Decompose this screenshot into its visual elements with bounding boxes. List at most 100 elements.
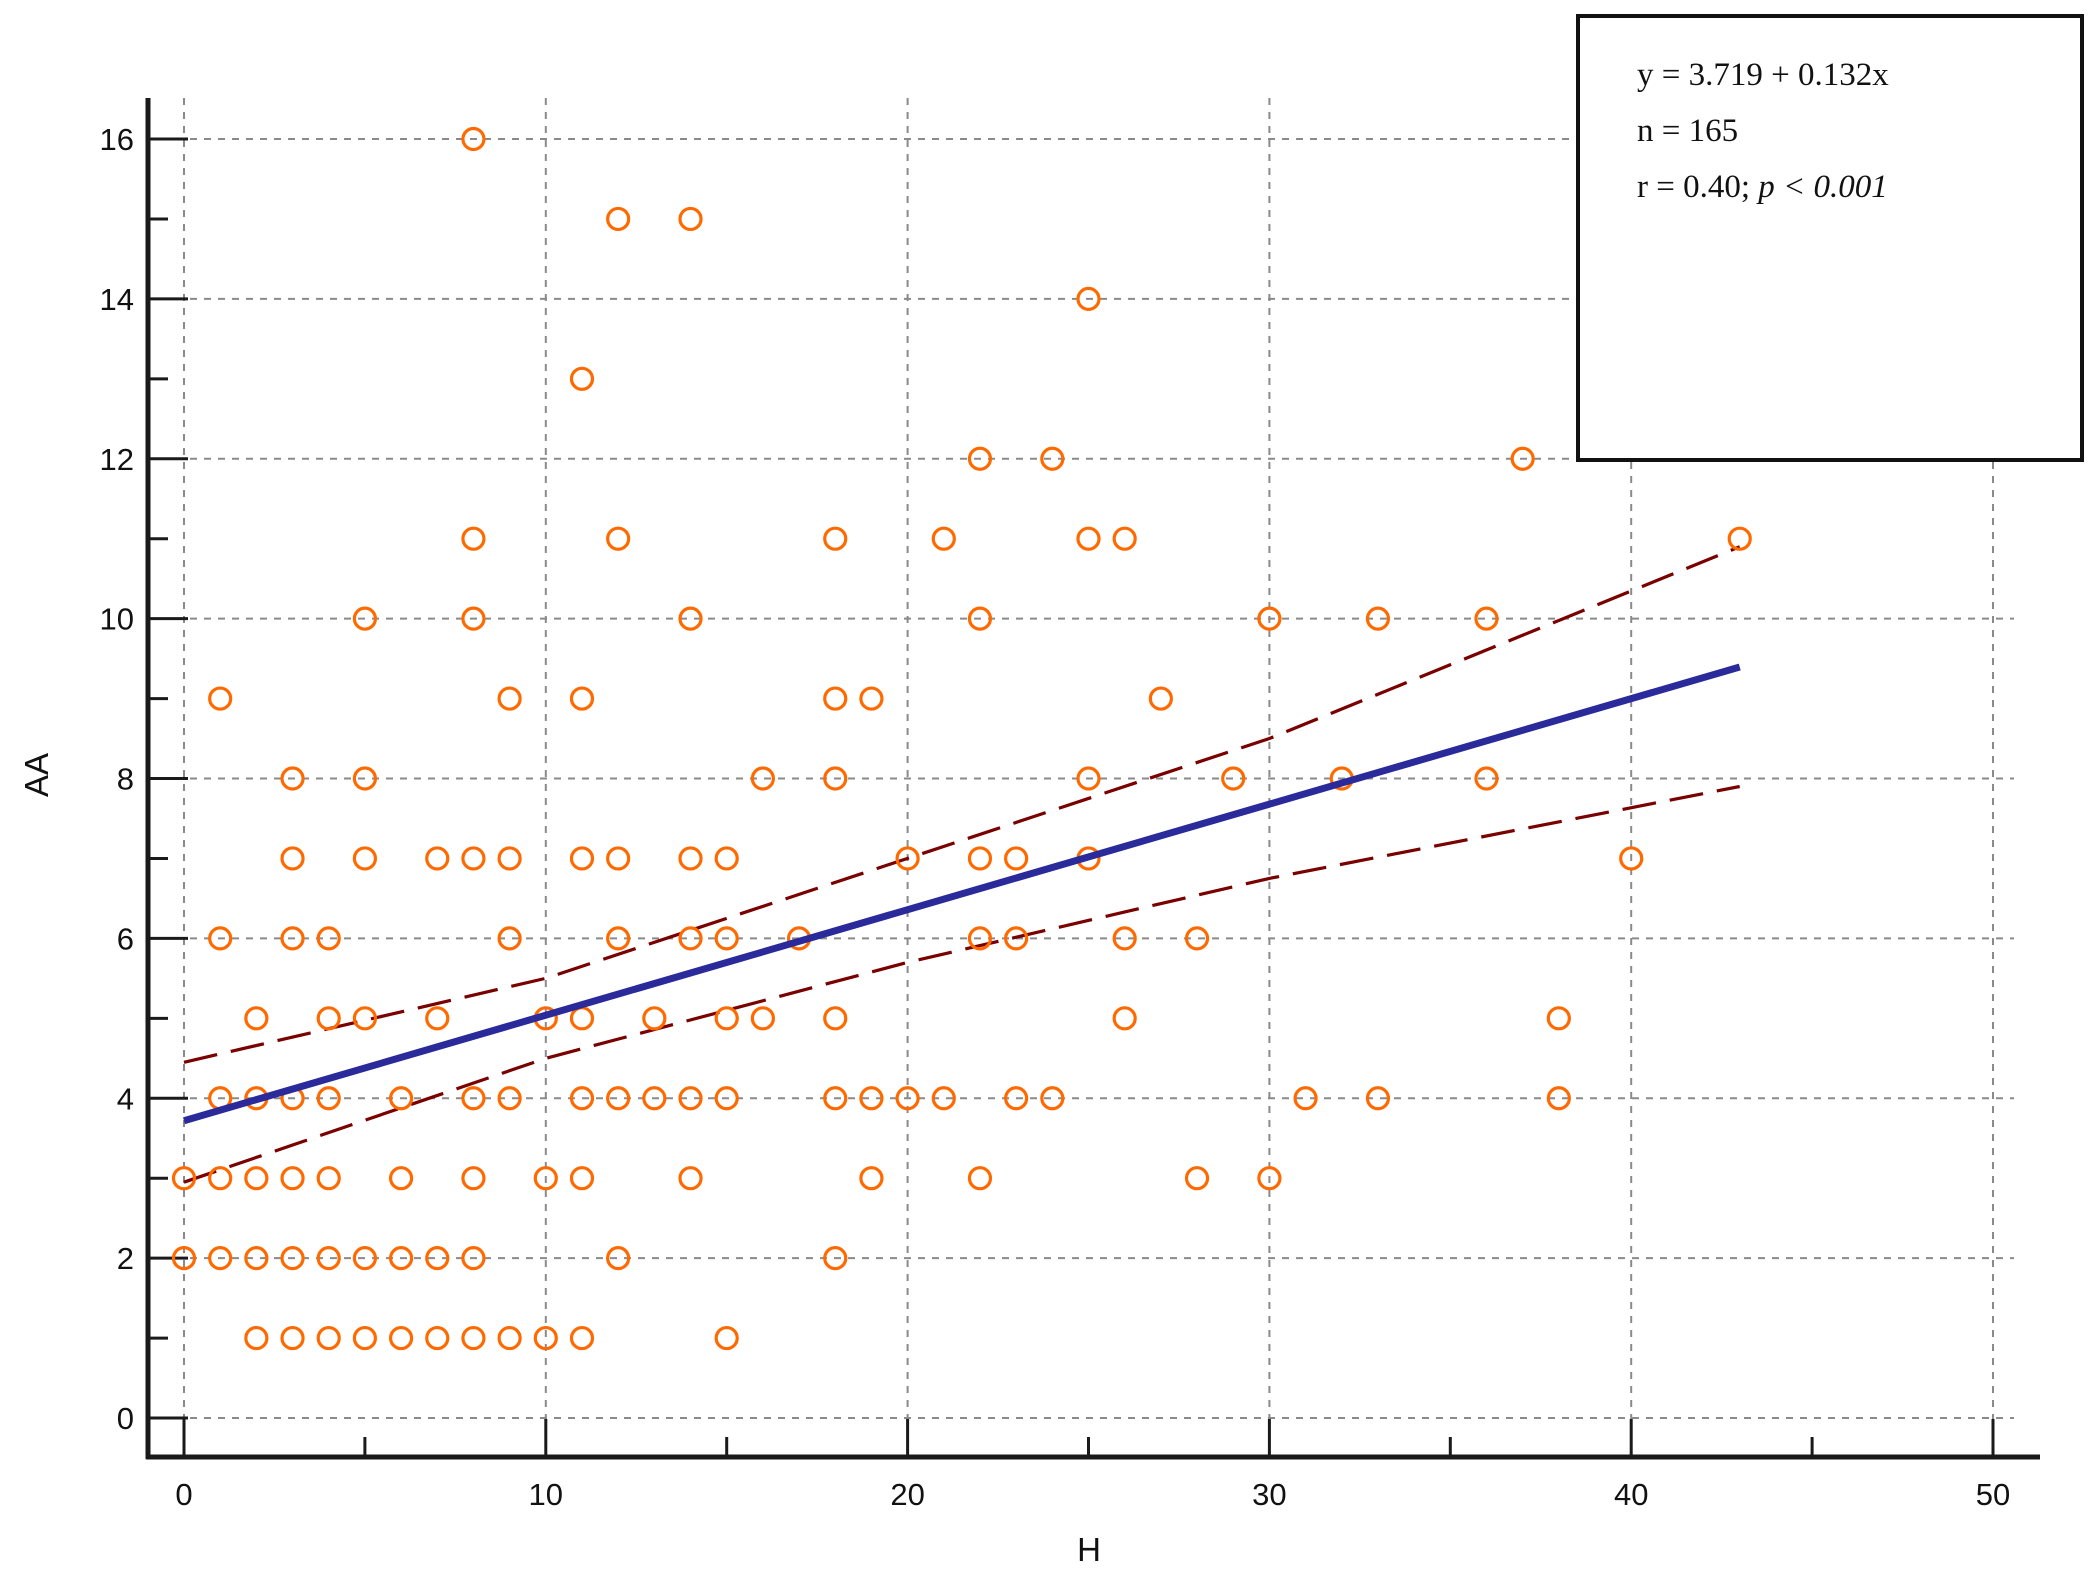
data-point	[1148, 686, 1173, 711]
data-point	[714, 846, 739, 871]
data-point	[750, 1006, 775, 1031]
data-point	[461, 526, 486, 551]
data-point	[244, 1006, 269, 1031]
data-point	[606, 526, 631, 551]
data-point	[678, 846, 703, 871]
data-point	[1474, 766, 1499, 791]
x-tick-label: 40	[1614, 1477, 1648, 1512]
y-tick-label: 4	[117, 1081, 134, 1116]
data-point	[1184, 1166, 1210, 1191]
data-point	[606, 1086, 631, 1111]
data-point	[859, 686, 884, 711]
y-tick-label: 8	[117, 762, 134, 797]
data-point	[280, 846, 305, 871]
data-point	[606, 926, 631, 951]
data-point	[967, 1166, 993, 1191]
data-point	[425, 1325, 450, 1351]
data-point	[1365, 606, 1391, 631]
data-point	[461, 126, 486, 152]
data-point	[280, 766, 305, 791]
data-point	[895, 1086, 920, 1111]
data-point	[1076, 766, 1101, 791]
data-point	[461, 1246, 486, 1271]
data-point	[352, 766, 377, 791]
data-point	[714, 1086, 739, 1111]
data-point	[1546, 1006, 1571, 1031]
data-point	[1510, 446, 1535, 471]
data-point	[316, 1166, 341, 1191]
data-point	[823, 1246, 848, 1271]
y-tick-label: 6	[117, 921, 134, 956]
confidence-band-upper	[183, 545, 1741, 1064]
data-point	[316, 1325, 341, 1351]
data-point	[823, 766, 848, 791]
y-tick-label: 12	[100, 442, 134, 477]
data-point	[171, 1166, 197, 1191]
x-tick-label: 10	[529, 1477, 563, 1512]
data-point	[642, 1006, 667, 1031]
data-point	[823, 1006, 848, 1031]
data-point	[425, 1246, 450, 1271]
data-point	[1004, 926, 1029, 951]
axes	[145, 98, 2040, 1460]
data-point	[931, 526, 956, 551]
data-point	[497, 926, 522, 951]
data-point	[280, 1325, 305, 1351]
data-point	[244, 1246, 269, 1271]
data-point	[642, 1086, 667, 1111]
regression-line	[183, 663, 1741, 1125]
data-point	[461, 846, 486, 871]
data-point	[425, 1006, 450, 1031]
data-point	[678, 1166, 703, 1191]
data-point	[1076, 286, 1101, 311]
data-point	[823, 1086, 848, 1111]
p-value: p < 0.001	[1756, 169, 1888, 205]
data-point	[1076, 526, 1101, 551]
data-point	[280, 926, 305, 951]
data-point	[1112, 526, 1137, 551]
data-point	[316, 1246, 341, 1271]
y-tick-label: 0	[117, 1401, 134, 1436]
data-point	[859, 1086, 884, 1111]
data-point	[895, 846, 920, 871]
data-point	[352, 1325, 377, 1351]
data-point	[1257, 606, 1282, 631]
correlation-value: r = 0.40;	[1637, 169, 1758, 205]
data-point	[533, 1166, 558, 1191]
data-point	[967, 926, 993, 951]
tick-labels: 0 2 4 6 8 10 12 14 16 0 10 20 30 40 50	[100, 122, 2011, 1512]
confidence-bands	[183, 545, 1741, 1184]
data-point	[316, 1086, 341, 1111]
data-point	[1112, 926, 1137, 951]
data-point	[606, 846, 631, 871]
data-point	[388, 1325, 414, 1351]
data-point	[569, 366, 595, 391]
y-tick-label: 2	[117, 1241, 134, 1276]
data-point	[461, 1086, 486, 1111]
data-point	[208, 686, 233, 711]
data-point	[461, 1166, 486, 1191]
data-point	[244, 1166, 269, 1191]
y-tick-label: 10	[100, 602, 134, 637]
data-point	[208, 1166, 233, 1191]
data-point	[352, 1006, 377, 1031]
data-point	[823, 686, 848, 711]
sample-size: n = 165	[1637, 113, 1738, 149]
data-point	[1040, 446, 1065, 471]
data-point	[714, 1325, 739, 1351]
x-tick-label: 20	[890, 1477, 924, 1512]
x-tick-label: 50	[1976, 1477, 2010, 1512]
regression-equation: y = 3.719 + 0.132x	[1637, 57, 1889, 93]
data-point	[606, 1246, 631, 1271]
data-point	[208, 1246, 233, 1271]
data-point	[1546, 1086, 1571, 1111]
x-tick-label: 0	[175, 1477, 192, 1512]
data-point	[497, 1086, 522, 1111]
data-point	[967, 846, 993, 871]
correlation-text: r = 0.40; p < 0.001	[1637, 169, 1888, 205]
data-point	[931, 1086, 956, 1111]
y-axis-label: AA	[18, 753, 55, 797]
data-point	[388, 1166, 414, 1191]
data-point	[678, 926, 703, 951]
data-point	[714, 926, 739, 951]
